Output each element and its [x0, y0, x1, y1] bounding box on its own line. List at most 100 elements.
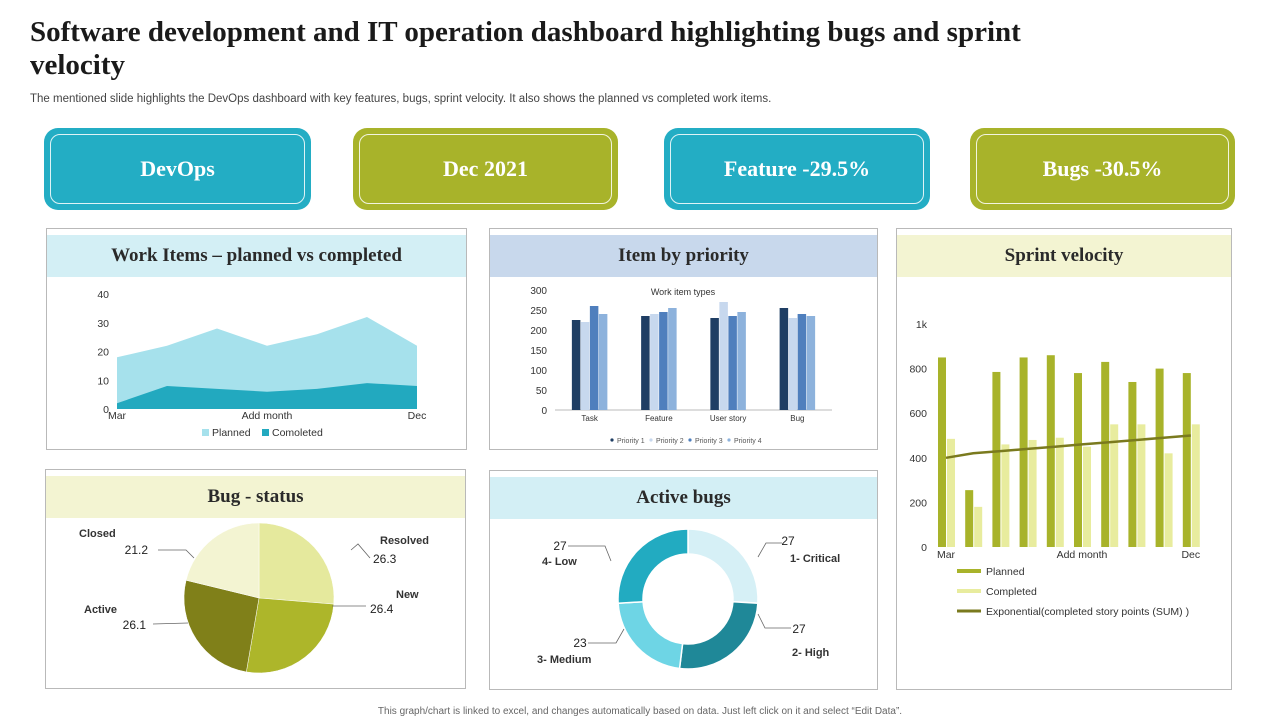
work-items-title: Work Items – planned vs completed — [47, 235, 466, 277]
active-bugs-leader-2 — [588, 628, 625, 644]
work-legend-swatch-0 — [202, 429, 209, 436]
velocity-y-tick-0: 0 — [921, 542, 927, 554]
priority-y-tick-3: 150 — [530, 346, 547, 357]
kpi-card-bugs[interactable]: Bugs -30.5% — [970, 128, 1235, 210]
priority-bar-1-3 — [668, 308, 677, 410]
priority-bar-0-3 — [598, 314, 608, 410]
work-legend-label-0: Planned — [212, 427, 251, 439]
velocity-chart: 0 200 400 600 800 1k Mar Add month Dec Planned Com… — [909, 319, 1200, 618]
priority-bar-2-3 — [737, 312, 746, 410]
kpi-card-date[interactable]: Dec 2021 — [353, 128, 618, 210]
priority-bar-0-1 — [580, 322, 590, 410]
work-area-1 — [117, 383, 417, 409]
priority-x-tick-0: Task — [581, 414, 598, 423]
velocity-legend-label-0: Planned — [986, 566, 1025, 578]
velocity-bar-5-1 — [1083, 446, 1091, 547]
velocity-x-tick-1: Add month — [1057, 549, 1108, 561]
active-bugs-panel: Active bugs 27 1- Critical 27 2- High 23 3- M… — [489, 470, 878, 690]
bug-status-label-1: New — [396, 589, 419, 601]
velocity-bar-6-0 — [1101, 361, 1110, 547]
bug-status-value-3: 21.2 — [125, 543, 149, 557]
bug-status-leader-0 — [350, 543, 371, 559]
velocity-x-tick-0: Mar — [937, 549, 956, 561]
footer-note: This graph/chart is linked to excel, and… — [377, 706, 903, 717]
priority-x-tick-2: User story — [710, 414, 746, 423]
bug-status-leader-3 — [158, 549, 195, 559]
kpi-card-feature[interactable]: Feature -29.5% — [664, 128, 930, 210]
priority-bar-2-0 — [710, 318, 719, 410]
kpi-label-date: Dec 2021 — [359, 134, 612, 204]
bug-status-label-0: Resolved — [380, 535, 429, 547]
priority-y-tick-6: 300 — [530, 286, 547, 297]
active-bugs-chart: 27 1- Critical 27 2- High 23 3- Medium 27 4- Lo… — [537, 528, 840, 670]
priority-y-tick-4: 200 — [530, 326, 547, 337]
priority-bar-0-0 — [571, 320, 581, 410]
active-bugs-leader-1 — [757, 613, 791, 629]
work-items-panel: Work Items – planned vs completed 0 10 20 3… — [46, 228, 467, 450]
velocity-bar-1-1 — [974, 506, 983, 547]
kpi-label-feature: Feature -29.5% — [670, 134, 924, 204]
velocity-y-tick-5: 1k — [916, 319, 928, 331]
velocity-bar-4-0 — [1046, 355, 1055, 547]
active-bugs-title: Active bugs — [490, 477, 877, 519]
active-bugs-leader-3 — [568, 545, 612, 562]
work-x-tick-0: Mar — [108, 410, 127, 422]
priority-bar-0-2 — [589, 306, 599, 410]
bug-status-slice-0 — [258, 522, 335, 605]
active-bugs-value-3: 27 — [553, 539, 567, 553]
velocity-bar-2-0 — [992, 371, 1001, 547]
velocity-bar-9-0 — [1182, 373, 1191, 547]
velocity-bar-2-1 — [1001, 444, 1010, 547]
priority-legend-swatch-1 — [649, 438, 653, 442]
page-subtitle: The mentioned slide highlights the DevOp… — [30, 93, 772, 105]
priority-bar-3-1 — [788, 318, 798, 410]
kpi-label-devops: DevOps — [50, 134, 305, 204]
priority-chart-title: Work item types — [651, 287, 716, 297]
velocity-bar-8-1 — [1164, 453, 1173, 547]
priority-x-tick-3: Bug — [790, 414, 804, 423]
priority-bar-1-0 — [641, 316, 650, 410]
work-items-chart: 0 10 20 30 40 Mar Add month Dec Planned Comoleted — [97, 289, 426, 439]
priority-bar-2-1 — [719, 302, 728, 410]
priority-bar-1-1 — [650, 314, 659, 410]
active-bugs-value-1: 27 — [792, 622, 806, 636]
priority-y-tick-0: 0 — [541, 406, 547, 417]
work-y-tick-4: 40 — [97, 289, 109, 301]
priority-bar-1-2 — [659, 312, 668, 410]
active-bugs-label-2: 3- Medium — [537, 654, 592, 666]
work-legend-swatch-1 — [262, 429, 269, 436]
velocity-y-tick-4: 800 — [909, 364, 927, 376]
velocity-title: Sprint velocity — [897, 235, 1231, 277]
work-y-tick-3: 30 — [97, 318, 109, 330]
priority-y-tick-2: 100 — [530, 366, 547, 377]
velocity-panel: Sprint velocity 0 200 400 600 800 1k Mar Add mo… — [896, 228, 1232, 690]
bug-status-label-2: Active — [84, 604, 117, 616]
priority-bar-3-0 — [779, 308, 789, 410]
bug-status-panel: Bug - status 26.3 Resolved 26.4 New 26.1 Acti… — [45, 469, 466, 689]
velocity-bar-7-1 — [1137, 424, 1146, 547]
bug-status-title: Bug - status — [46, 476, 465, 518]
bug-status-slice-2 — [183, 579, 260, 673]
active-bugs-slice-2 — [617, 600, 684, 670]
priority-legend-label-1: Priority 2 — [656, 438, 684, 445]
bug-status-leader-2 — [152, 622, 189, 625]
priority-bar-2-2 — [728, 316, 737, 410]
velocity-bar-7-0 — [1128, 381, 1137, 547]
velocity-legend-label-1: Completed — [986, 586, 1037, 598]
priority-title: Item by priority — [490, 235, 877, 277]
active-bugs-label-3: 4- Low — [542, 556, 577, 568]
velocity-bar-5-0 — [1074, 373, 1082, 547]
priority-x-tick-1: Feature — [645, 414, 673, 423]
priority-y-tick-5: 250 — [530, 306, 547, 317]
work-y-tick-0: 0 — [103, 404, 109, 416]
priority-legend-swatch-2 — [688, 438, 692, 442]
priority-chart: Work item types 0 50 100 150 200 250 300 Task Fea… — [530, 286, 832, 445]
active-bugs-slice-0 — [687, 528, 759, 605]
priority-bar-3-3 — [806, 316, 816, 410]
kpi-card-devops[interactable]: DevOps — [44, 128, 311, 210]
velocity-bar-8-0 — [1155, 368, 1164, 547]
bug-status-slice-3 — [185, 522, 260, 599]
active-bugs-slice-1 — [678, 600, 759, 670]
kpi-label-bugs: Bugs -30.5% — [976, 134, 1229, 204]
